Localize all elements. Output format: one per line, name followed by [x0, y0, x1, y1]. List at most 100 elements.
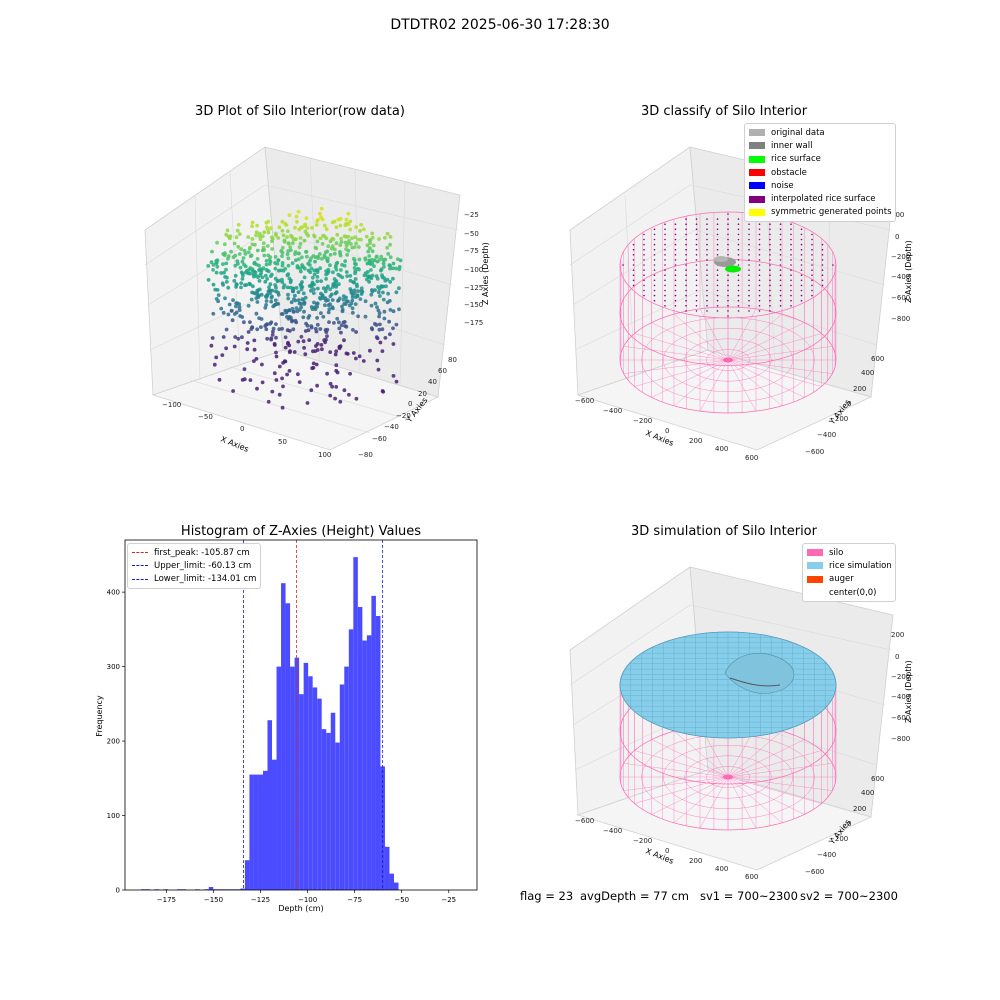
histogram-x-tick-label: −175	[157, 896, 176, 904]
classify-rice-cluster	[714, 256, 741, 273]
raw-y-tick: 80	[448, 356, 457, 364]
simulation-3d-plot: −600 −400 −200 0 200 400 600 −600 −400 −…	[569, 566, 913, 881]
histogram-bar	[312, 687, 318, 890]
histogram-bar	[244, 860, 250, 890]
classify-x-tick: −400	[603, 407, 622, 415]
classify-z-ticks: 200 0 −200 −400 −600 −800	[891, 211, 910, 323]
classify-z-tick: −800	[891, 315, 910, 323]
raw-y-tick: −80	[358, 451, 373, 459]
simulation-floor-pane	[576, 769, 873, 871]
classify-x-tick: 400	[715, 445, 728, 453]
histogram-bar	[317, 698, 322, 890]
classify-legend-swatch	[749, 195, 765, 203]
histogram-x-tick-label: −75	[347, 896, 362, 904]
simulation-rice-ridge	[729, 677, 781, 687]
simulation-y-tick: −200	[829, 835, 848, 843]
raw-z-ticks: −25 −50 −75 −100 −125 −150 −175	[464, 211, 483, 327]
classify-rice-surface-cluster	[725, 265, 741, 273]
histogram-legend-line	[132, 578, 148, 580]
simulation-x-axis-label: X Axies	[644, 847, 675, 866]
simulation-rice-surface	[619, 631, 837, 739]
classify-y-tick: 0	[847, 400, 851, 408]
raw-z-tick: −75	[464, 247, 479, 255]
simulation-legend-label: rice simulation	[829, 560, 892, 571]
histogram-y-tick-label: 0	[116, 887, 120, 895]
classify-legend-label: interpolated rice surface	[771, 194, 876, 205]
histogram-bar	[276, 666, 282, 890]
histogram-legend-label: Upper_limit: -60.13 cm	[154, 560, 252, 571]
classify-y-tick: 600	[871, 355, 884, 363]
histogram-legend: first_peak: -105.87 cm Upper_limit: -60.1…	[127, 543, 261, 589]
classify-legend-item: original data	[749, 126, 891, 139]
classify-silo-wireframe	[619, 211, 837, 414]
histogram-bar	[344, 666, 349, 890]
histogram-bar	[258, 774, 263, 890]
classify-legend-item: noise	[749, 179, 891, 192]
classify-legend-label: noise	[771, 180, 794, 191]
histogram-bar	[249, 774, 254, 890]
raw-x-tick: −50	[198, 413, 213, 421]
figure-title: DTDTR02 2025-06-30 17:28:30	[390, 17, 610, 33]
classify-y-ticks: −600 −400 −200 0 200 400 600	[805, 355, 884, 456]
histogram-legend-item: Lower_limit: -134.01 cm	[132, 573, 256, 586]
classify-y-tick: 400	[861, 369, 874, 377]
classify-legend-item: obstacle	[749, 166, 891, 179]
raw-x-ticks: −100 −50 0 50 100	[162, 401, 331, 459]
histogram-y-axis-label: Frequency	[95, 695, 104, 737]
histogram-bar	[371, 595, 376, 890]
raw-y-tick: −60	[372, 435, 387, 443]
histogram-y-tick-label: 200	[107, 738, 120, 746]
raw-x-tick: −100	[162, 401, 181, 409]
histogram-chart: −175 −150 −125 −100 −75 −50 −25 0100200300400 …	[95, 539, 478, 913]
histogram-bar	[357, 607, 363, 890]
histogram-y-tick-label: 400	[107, 589, 120, 597]
simulation-legend-item: rice simulation	[807, 559, 892, 572]
raw-y-tick: 40	[428, 378, 437, 386]
histogram-title: Histogram of Z-Axies (Height) Values	[180, 524, 422, 539]
classify-x-tick: 600	[745, 454, 758, 462]
histogram-bar	[321, 729, 327, 890]
raw-plot-title: 3D Plot of Silo Interior(row data)	[195, 104, 405, 119]
histogram-y-tick-label: 100	[107, 812, 120, 820]
simulation-z-tick: 200	[891, 631, 904, 639]
histogram-x-tick-label: −50	[394, 896, 409, 904]
classify-legend-swatch	[749, 208, 765, 216]
classify-legend-item: interpolated rice surface	[749, 192, 891, 205]
histogram-bar	[353, 557, 358, 890]
raw-y-tick: 0	[408, 400, 412, 408]
histogram-y-tick-label: 300	[107, 663, 120, 671]
simulation-z-ticks: 200 0 −200 −400 −600 −800	[891, 631, 910, 743]
simulation-legend-swatch	[807, 575, 823, 583]
histogram-bar	[281, 583, 286, 890]
histogram-legend-item: first_peak: -105.87 cm	[132, 546, 256, 559]
histogram-bar	[366, 635, 372, 890]
raw-z-tick: −175	[464, 319, 483, 327]
classify-y-tick: −600	[805, 448, 824, 456]
histogram-x-tick-label: −100	[298, 896, 317, 904]
histogram-bar	[272, 759, 277, 890]
histogram-bar	[208, 887, 214, 890]
classify-legend-label: obstacle	[771, 167, 807, 178]
raw-3d-plot: −100 −50 0 50 100 −80 −60 −40 −20 0 20 4…	[144, 146, 490, 459]
simulation-legend-item: silo	[807, 546, 891, 559]
simulation-y-tick: 400	[861, 789, 874, 797]
simulation-legend-swatch	[807, 589, 823, 596]
simulation-x-ticks: −600 −400 −200 0 200 400 600	[575, 817, 758, 881]
histogram-bar	[240, 888, 245, 890]
histogram-x-axis-label: Depth (cm)	[278, 904, 323, 913]
simulation-rice-mesh	[620, 632, 836, 738]
raw-x-tick: 100	[318, 451, 331, 459]
simulation-z-tick: −600	[891, 714, 910, 722]
raw-z-tick: −25	[464, 211, 479, 219]
simulation-x-tick: 600	[745, 873, 758, 881]
histogram-bars	[141, 557, 399, 890]
classify-interpolated-points	[622, 213, 834, 317]
raw-y-tick: −40	[384, 423, 399, 431]
classify-x-ticks: −600 −400 −200 0 200 400 600	[575, 397, 758, 462]
raw-y-tick: 60	[438, 367, 447, 375]
classify-original-data-cluster	[714, 256, 728, 262]
simulation-legend-item: center(0,0)	[807, 586, 891, 599]
classify-y-tick: 200	[853, 385, 866, 393]
simulation-rice-mound	[724, 653, 795, 694]
raw-z-tick: −150	[464, 301, 483, 309]
